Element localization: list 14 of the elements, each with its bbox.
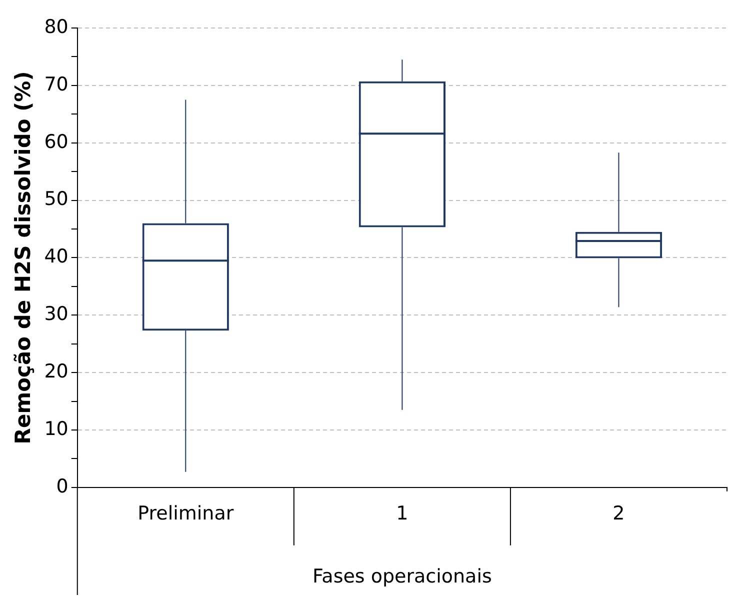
y-tick-label: 50 bbox=[44, 188, 68, 210]
y-tick-label: 60 bbox=[44, 130, 68, 153]
y-tick-label: 30 bbox=[44, 303, 68, 326]
y-tick-label: 20 bbox=[44, 360, 68, 382]
y-tick-label: 10 bbox=[44, 418, 68, 440]
y-tick-label: 80 bbox=[44, 16, 68, 38]
y-tick-label: 40 bbox=[44, 246, 68, 268]
y-tick-label: 70 bbox=[44, 73, 68, 96]
x-tick-label: 2 bbox=[612, 502, 625, 525]
y-axis-title: Remoção de H2S dissolvido (%) bbox=[11, 71, 36, 444]
x-tick-label: 1 bbox=[396, 502, 408, 525]
x-tick-label: Preliminar bbox=[138, 502, 234, 525]
x-axis-title: Fases operacionais bbox=[312, 566, 492, 588]
y-tick-label: 0 bbox=[56, 475, 68, 498]
